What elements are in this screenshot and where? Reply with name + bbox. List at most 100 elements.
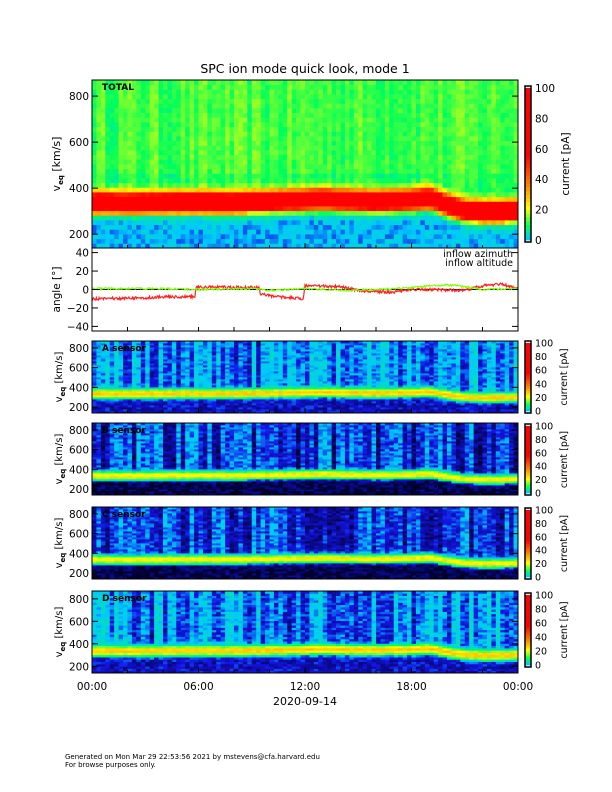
heatmap-cell [451, 201, 457, 207]
heatmap-cell [251, 234, 257, 240]
heatmap-cell [167, 407, 173, 410]
heatmap-cell [207, 407, 213, 410]
heatmap-cell [251, 397, 257, 400]
heatmap-cell [105, 192, 111, 198]
heatmap-cell [282, 140, 288, 146]
heatmap-cell [158, 369, 164, 372]
heatmap-cell [176, 377, 182, 380]
heatmap-cell [455, 140, 461, 146]
heatmap-cell [313, 136, 319, 142]
heatmap-cell [140, 373, 146, 376]
heatmap-cell [433, 206, 439, 212]
heatmap-cell [202, 192, 208, 198]
heatmap-cell [109, 159, 115, 165]
heatmap-cell [318, 98, 324, 104]
heatmap-cell [149, 407, 155, 410]
heatmap-cell [251, 379, 257, 382]
heatmap-cell [109, 387, 115, 390]
heatmap-cell [158, 238, 164, 244]
heatmap-cell [464, 178, 470, 184]
heatmap-cell [189, 357, 195, 360]
colorbar-cell [525, 236, 531, 241]
heatmap-cell [429, 206, 435, 212]
heatmap-cell [185, 168, 191, 174]
heatmap-cell [100, 201, 106, 207]
heatmap-cell [340, 182, 346, 188]
heatmap-cell [251, 359, 257, 362]
heatmap-cell [362, 238, 368, 244]
heatmap-cell [424, 117, 430, 123]
heatmap-cell [447, 229, 452, 235]
heatmap-cell [509, 238, 514, 244]
heatmap-cell [158, 168, 164, 174]
heatmap-cell [145, 84, 151, 90]
heatmap-cell [447, 173, 452, 179]
heatmap-cell [305, 168, 310, 174]
heatmap-cell [163, 145, 168, 151]
heatmap-cell [198, 94, 204, 100]
heatmap-cell [242, 405, 248, 408]
heatmap-cell [163, 391, 168, 394]
heatmap-cell [358, 234, 364, 240]
heatmap-cell [242, 355, 248, 358]
heatmap-cell [242, 365, 248, 368]
heatmap-cell [92, 401, 97, 404]
heatmap-cell [269, 103, 275, 109]
heatmap-cell [216, 84, 222, 90]
heatmap-cell [433, 196, 439, 202]
heatmap-cell [442, 238, 448, 244]
heatmap-cell [367, 173, 372, 179]
heatmap-cell [438, 84, 443, 90]
heatmap-cell [473, 117, 479, 123]
heatmap-cell [189, 395, 195, 398]
heatmap-cell [509, 187, 514, 193]
heatmap-cell [411, 168, 417, 174]
heatmap-cell [305, 234, 310, 240]
heatmap-cell [251, 108, 257, 114]
heatmap-cell [313, 126, 319, 132]
heatmap-cell [340, 126, 346, 132]
heatmap-cell [376, 117, 381, 123]
heatmap-cell [495, 103, 501, 109]
heatmap-cell [460, 220, 466, 226]
heatmap-cell [367, 187, 372, 193]
heatmap-cell [229, 373, 235, 376]
heatmap-cell [105, 345, 111, 348]
heatmap-cell [202, 220, 208, 226]
heatmap-cell [194, 201, 199, 207]
heatmap-cell [131, 405, 137, 408]
heatmap-cell [380, 145, 386, 151]
heatmap-cell [189, 159, 195, 165]
heatmap-cell [473, 131, 479, 137]
heatmap-cell [154, 395, 159, 398]
heatmap-cell [331, 182, 337, 188]
heatmap-cell [136, 150, 142, 156]
heatmap-cell [136, 94, 142, 100]
heatmap-cell [211, 136, 217, 142]
heatmap-cell [185, 343, 191, 346]
heatmap-cell [198, 178, 204, 184]
heatmap-cell [291, 89, 297, 95]
heatmap-cell [411, 98, 417, 104]
heatmap-cell [176, 371, 182, 374]
heatmap-cell [194, 401, 199, 404]
heatmap-cell [127, 98, 133, 104]
heatmap-cell [163, 389, 168, 392]
heatmap-cell [220, 365, 226, 368]
heatmap-cell [340, 159, 346, 165]
heatmap-cell [92, 343, 97, 346]
heatmap-cell [100, 359, 106, 362]
heatmap-cell [504, 140, 510, 146]
heatmap-cell [478, 196, 483, 202]
heatmap-cell [118, 243, 124, 249]
heatmap-cell [105, 395, 111, 398]
heatmap-cell [291, 84, 297, 90]
heatmap-cell [353, 150, 359, 156]
heatmap-cell [358, 224, 364, 230]
heatmap-cell [167, 347, 173, 350]
heatmap-cell [353, 154, 359, 160]
heatmap-cell [123, 375, 128, 378]
heatmap-cell [362, 94, 368, 100]
heatmap-cell [336, 84, 341, 90]
